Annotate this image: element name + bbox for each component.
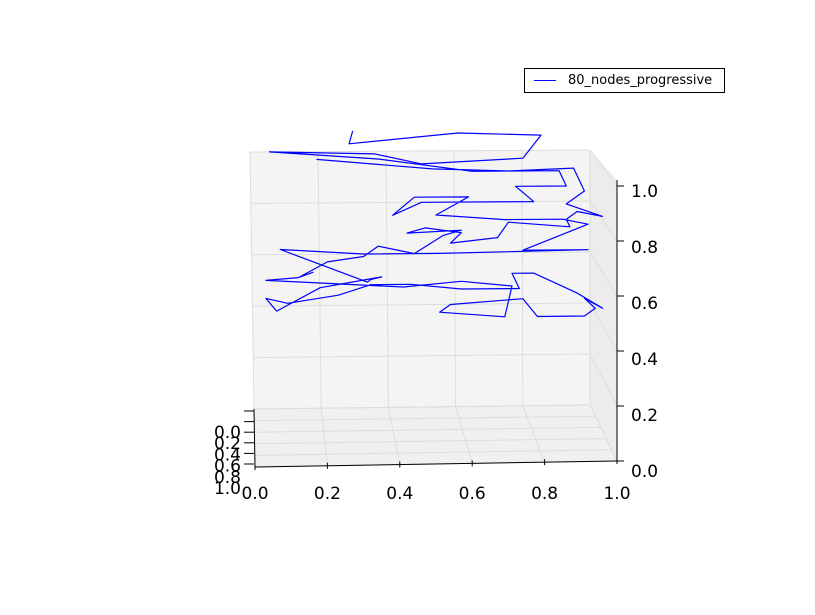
legend-line-swatch	[534, 80, 556, 81]
floor-grid-line-y	[254, 415, 596, 422]
grid-line-x	[249, 151, 255, 410]
grid-line-x	[453, 150, 457, 407]
y-tick-label: 0.4	[214, 445, 241, 465]
grid-line-z	[253, 353, 591, 359]
grid-line-x	[317, 151, 322, 409]
wall-grid-line-z	[589, 404, 618, 462]
back-pane	[250, 150, 590, 409]
legend: 80_nodes_progressive	[524, 68, 725, 93]
x-tick-label: 0.2	[314, 484, 341, 504]
tick-labels: 0.0 0.2 0.4 0.6 0.8 1.00.00.20.40.60.81.00.00…	[214, 182, 658, 504]
x-tick-label: 0.8	[531, 484, 558, 504]
x-tick-label: 0.4	[386, 484, 413, 504]
x-axis-line	[254, 460, 618, 468]
grid-line-z	[252, 302, 591, 307]
right-wall-pane	[590, 150, 617, 461]
axis-lines	[253, 180, 618, 468]
wall-grid-line-z	[589, 353, 618, 407]
wall-grid-line-z	[589, 302, 618, 352]
z-tick-label: 0.2	[631, 406, 658, 426]
wall-grid-line-z	[589, 149, 618, 187]
axis-panes	[250, 150, 617, 467]
series-layer	[265, 130, 604, 318]
floor-grid-line-y	[254, 426, 601, 433]
floor-grid-line-y	[253, 404, 591, 410]
x-tick-label: 1.0	[603, 484, 630, 504]
x-tick-label: 0.6	[459, 484, 486, 504]
y-tick-label: 1.0	[214, 479, 241, 499]
y-axis-line	[253, 408, 256, 468]
floor-grid-line-y	[254, 449, 612, 456]
y-tick-label: 0.8	[214, 468, 241, 488]
grid-line-z	[249, 149, 591, 153]
floor-grid-line-x	[455, 406, 473, 464]
wall-grid-line-z	[589, 200, 618, 242]
tick-marks	[244, 185, 624, 470]
y-tick-label: 0.0	[214, 423, 241, 443]
x-tick-label: 0.0	[241, 484, 268, 504]
floor-pane	[254, 405, 617, 467]
floor-grid-line-x	[387, 407, 401, 465]
floor-grid-line-x	[320, 408, 328, 466]
z-tick-label: 0.6	[631, 294, 658, 314]
floor-grid-line-x	[522, 405, 546, 463]
series-line-80_nodes_progressive	[265, 130, 604, 318]
z-tick-label: 0.4	[631, 350, 658, 370]
z-tick-label: 0.8	[631, 238, 658, 258]
z-tick-label: 0.0	[631, 462, 658, 482]
floor-grid-line-y	[254, 438, 607, 445]
wall-grid-line-z	[589, 251, 618, 297]
y-tick-label: 0.6	[214, 457, 241, 477]
legend-label: 80_nodes_progressive	[568, 73, 713, 88]
y-tick-label: 0.2	[214, 434, 241, 454]
grid-lines	[249, 149, 618, 468]
grid-line-x	[385, 151, 389, 408]
z-tick-label: 1.0	[631, 182, 658, 202]
grid-line-x	[521, 150, 524, 406]
